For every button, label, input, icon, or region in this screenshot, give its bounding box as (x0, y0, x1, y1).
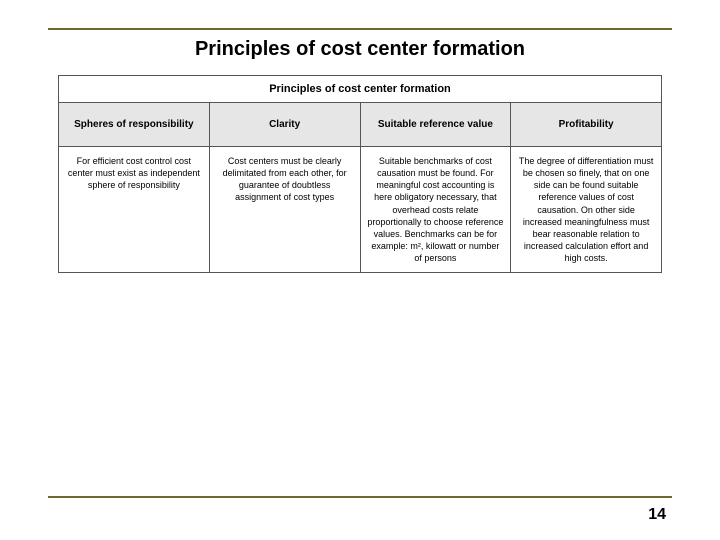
figure-title: Principles of cost center formation (59, 76, 661, 103)
column-clarity: Clarity Cost centers must be clearly del… (210, 103, 361, 272)
column-body: For efficient cost control cost center m… (59, 147, 209, 199)
column-spheres: Spheres of responsibility For efficient … (59, 103, 210, 272)
column-body: The degree of differentiation must be ch… (511, 147, 661, 272)
columns-container: Spheres of responsibility For efficient … (59, 103, 661, 272)
top-rule (48, 28, 672, 30)
bottom-rule (48, 496, 672, 498)
column-header: Profitability (511, 103, 661, 147)
column-body: Cost centers must be clearly delimitated… (210, 147, 360, 212)
slide: Principles of cost center formation Prin… (0, 0, 720, 540)
column-header: Spheres of responsibility (59, 103, 209, 147)
column-header: Clarity (210, 103, 360, 147)
page-number: 14 (648, 506, 666, 524)
column-header: Suitable reference value (361, 103, 511, 147)
figure-frame: Principles of cost center formation Sphe… (58, 75, 662, 273)
column-reference-value: Suitable reference value Suitable benchm… (361, 103, 512, 272)
column-profitability: Profitability The degree of differentiat… (511, 103, 661, 272)
slide-title: Principles of cost center formation (48, 38, 672, 61)
column-body: Suitable benchmarks of cost causation mu… (361, 147, 511, 272)
